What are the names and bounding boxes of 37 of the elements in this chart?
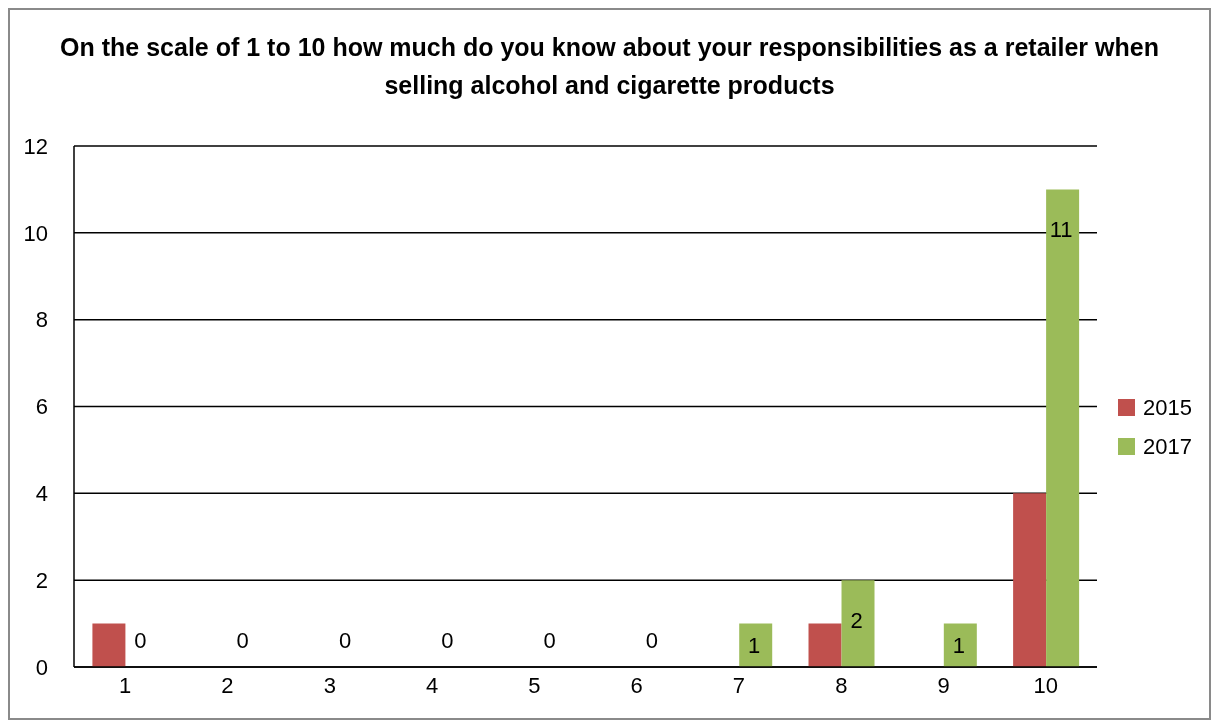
- x-tick-label: 5: [528, 672, 541, 698]
- bar: [739, 623, 773, 667]
- x-tick-label: 10: [1033, 672, 1059, 698]
- x-tick-label: 9: [937, 672, 950, 698]
- x-tick-label: 7: [732, 672, 746, 698]
- y-tick-label: 8: [35, 307, 48, 333]
- data-label: 2: [850, 607, 863, 633]
- y-tick-label: 0: [35, 654, 48, 680]
- data-label: 0: [645, 627, 659, 653]
- y-tick-label: 4: [35, 481, 48, 507]
- bar: [943, 623, 977, 667]
- y-tick-label: 2: [35, 567, 48, 593]
- data-label: 0: [441, 627, 454, 653]
- data-label: 0: [338, 627, 352, 653]
- x-tick-label: 4: [425, 672, 439, 698]
- x-tick-label: 8: [835, 672, 848, 698]
- data-label: 0: [236, 627, 249, 653]
- y-tick-label: 10: [23, 220, 48, 246]
- x-tick-label: 1: [119, 672, 132, 698]
- data-label: 1: [748, 632, 761, 658]
- chart-title: On the scale of 1 to 10 how much do you know about your responsibilities as a retailer when selling alcohol and cigarette products: [59, 32, 1160, 101]
- legend-label: 2017: [1143, 433, 1192, 460]
- bar: [92, 623, 126, 667]
- bar: [1013, 493, 1047, 667]
- x-tick-label: 3: [323, 672, 336, 698]
- legend-label: 2015: [1143, 394, 1192, 421]
- y-tick-label: 6: [35, 394, 48, 420]
- data-label: 0: [543, 627, 556, 653]
- y-tick-label: 12: [23, 133, 48, 159]
- data-label: 11: [1049, 216, 1073, 242]
- bar: [841, 580, 875, 667]
- data-label: 1: [952, 632, 965, 658]
- bar: [808, 623, 842, 667]
- data-label: 0: [134, 627, 147, 653]
- x-tick-label: 6: [630, 672, 643, 698]
- bar: [1046, 189, 1080, 667]
- x-tick-label: 2: [221, 672, 234, 698]
